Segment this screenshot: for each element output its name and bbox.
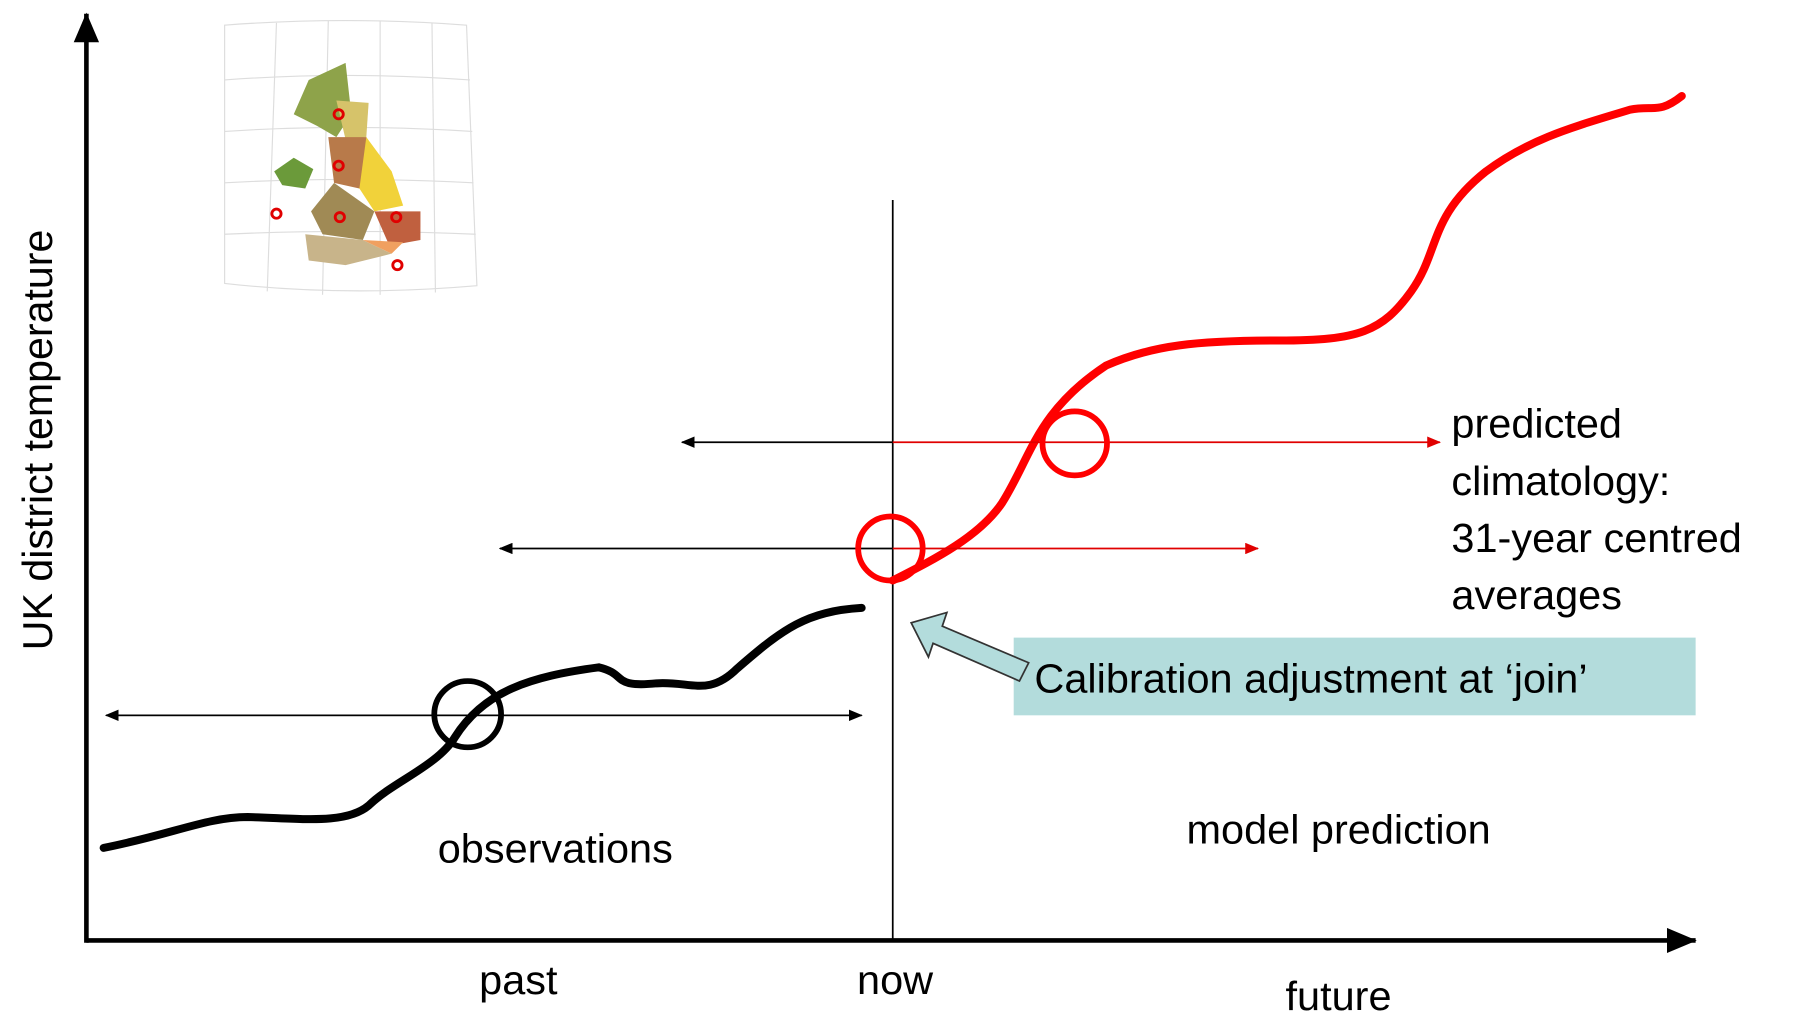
x-label-now: now bbox=[857, 957, 933, 1003]
arrows bbox=[104, 436, 1442, 722]
climatology-line: predicted bbox=[1451, 401, 1622, 447]
observation-curve bbox=[99, 603, 866, 852]
climatology-line: 31-year centred bbox=[1451, 515, 1741, 561]
x-label-past: past bbox=[479, 957, 558, 1003]
calibration-arrow bbox=[909, 611, 1030, 683]
climatology-label: predicted climatology: 31-year centred a… bbox=[1451, 401, 1741, 618]
calibration-box bbox=[1013, 637, 1696, 716]
uk-map bbox=[224, 19, 478, 295]
y-axis-label: UK district temperature bbox=[15, 230, 61, 651]
observations-label: observations bbox=[438, 826, 673, 872]
prediction-curve bbox=[888, 91, 1686, 585]
axes bbox=[73, 12, 1697, 954]
climatology-line: climatology: bbox=[1451, 458, 1670, 504]
climatology-line: averages bbox=[1451, 572, 1622, 618]
x-label-future: future bbox=[1286, 973, 1392, 1017]
markers bbox=[431, 408, 1110, 751]
calibration-label: Calibration adjustment at ‘join’ bbox=[1034, 656, 1587, 702]
model-prediction-label: model prediction bbox=[1186, 806, 1490, 852]
